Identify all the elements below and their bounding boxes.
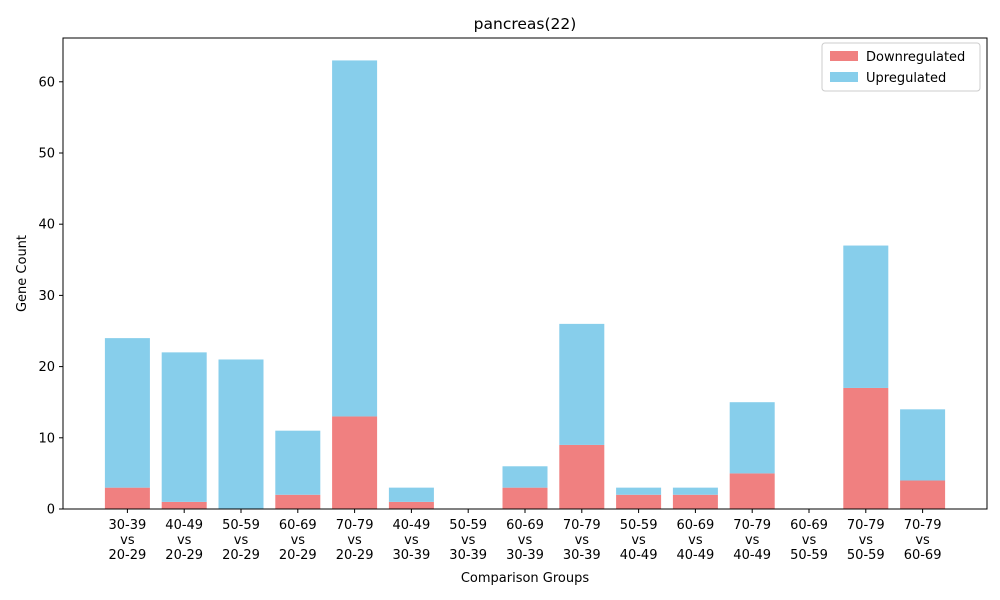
y-tick-label: 50 [38,146,55,161]
bar-downregulated-4 [332,416,378,509]
y-tick-label: 30 [38,289,55,304]
bar-downregulated-10 [672,494,718,509]
bar-downregulated-8 [559,444,605,509]
y-tick-label: 40 [38,218,55,233]
x-axis-title: Comparison Groups [461,571,590,586]
bar-upregulated-1 [161,352,207,502]
bar-upregulated-3 [275,430,321,495]
legend-swatch-downregulated [830,51,858,61]
bar-downregulated-13 [843,387,889,509]
bar-downregulated-11 [729,473,775,509]
bar-upregulated-8 [559,323,605,445]
bar-upregulated-0 [104,338,150,488]
y-axis-title: Gene Count [15,235,30,312]
bar-downregulated-1 [161,501,207,509]
plot-frame [62,37,988,510]
bar-upregulated-2 [218,359,264,509]
bar-upregulated-7 [502,466,548,488]
x-tick-label: 50-59 vs 20-29 [222,518,260,563]
chart-title: pancreas(22) [474,15,577,33]
legend-label-downregulated: Downregulated [866,50,965,65]
bar-upregulated-13 [843,245,889,388]
x-tick-label: 60-69 vs 20-29 [279,518,317,563]
bar-downregulated-9 [616,494,662,509]
x-tick-label: 60-69 vs 50-59 [790,518,828,563]
x-tick-label: 50-59 vs 30-39 [449,518,487,563]
bar-downregulated-0 [104,487,150,509]
bar-downregulated-7 [502,487,548,509]
legend-label-upregulated: Upregulated [866,71,946,86]
bar-upregulated-10 [672,487,718,495]
x-tick-label: 70-79 vs 20-29 [336,518,374,563]
x-tick-label: 30-39 vs 20-29 [109,518,147,563]
bar-upregulated-4 [332,60,378,417]
bars-layer [104,60,946,509]
x-tick-label: 40-49 vs 30-39 [393,518,431,563]
y-tick-label: 10 [38,431,55,446]
bar-downregulated-3 [275,494,321,509]
x-tick-label: 70-79 vs 30-39 [563,518,601,563]
x-tick-label: 50-59 vs 40-49 [620,518,658,563]
x-tick-label: 60-69 vs 40-49 [677,518,715,563]
y-axis-ticks: 0 10 20 30 40 50 60 [38,75,63,518]
legend-box [821,42,981,92]
legend: Downregulated Upregulated [821,42,981,92]
bar-upregulated-14 [900,409,946,481]
y-tick-label: 60 [38,75,55,90]
bar-upregulated-5 [388,487,434,502]
bar-upregulated-9 [616,487,662,495]
x-tick-label: 70-79 vs 40-49 [733,518,771,563]
x-tick-label: 70-79 vs 50-59 [847,518,885,563]
bar-downregulated-5 [388,501,434,509]
bar-downregulated-14 [900,480,946,509]
legend-swatch-upregulated [830,72,858,82]
bar-upregulated-11 [729,402,775,474]
y-tick-label: 0 [47,503,55,518]
x-axis-ticks: 30-39 vs 20-29 40-49 vs 20-29 50-59 vs 20-29 60-6… [109,509,942,563]
x-tick-label: 70-79 vs 60-69 [904,518,942,563]
y-tick-label: 20 [38,360,55,375]
x-tick-label: 40-49 vs 20-29 [165,518,203,563]
x-tick-label: 60-69 vs 30-39 [506,518,544,563]
